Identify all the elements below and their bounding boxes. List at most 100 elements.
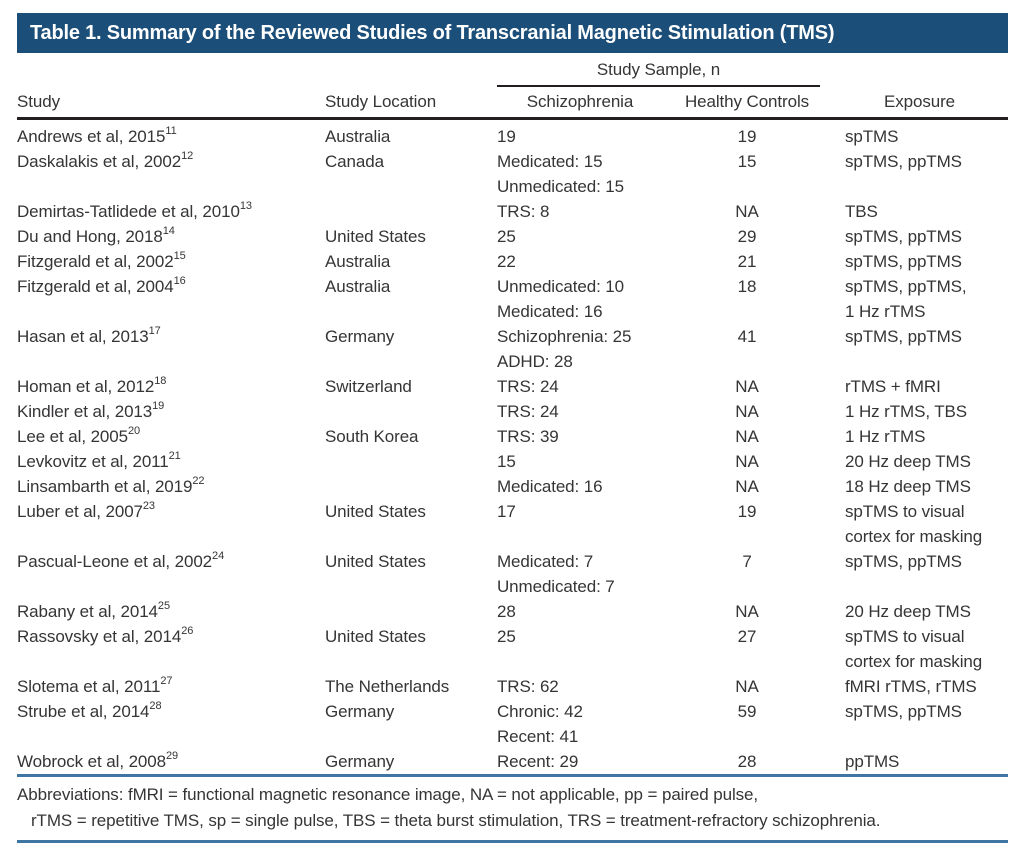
citation-superscript: 15 bbox=[173, 250, 186, 263]
exposure-cell: 1 Hz rTMS bbox=[831, 424, 1008, 449]
schizophrenia-cell: TRS: 24 bbox=[497, 374, 663, 399]
schizophrenia-line: Recent: 41 bbox=[497, 727, 579, 746]
schizophrenia-cell: TRS: 8 bbox=[497, 199, 663, 224]
study-name: Du and Hong, 2018 bbox=[17, 227, 163, 246]
study-cell: Hasan et al, 201317 bbox=[17, 324, 325, 374]
healthy-controls-cell: 18 bbox=[737, 277, 757, 296]
exposure-cell: spTMS to visual cortex for masking bbox=[831, 499, 1008, 549]
location-cell bbox=[325, 399, 497, 424]
schizophrenia-cell: 15 bbox=[497, 449, 663, 474]
schizophrenia-line: TRS: 24 bbox=[497, 402, 559, 421]
citation-superscript: 28 bbox=[149, 700, 162, 713]
healthy-controls-cell: 21 bbox=[737, 252, 757, 271]
table-row: Strube et al, 201428 Germany Chronic: 42 Re… bbox=[17, 699, 1008, 749]
study-cell: Slotema et al, 201127 bbox=[17, 674, 325, 699]
healthy-controls-cell: NA bbox=[735, 477, 759, 496]
schizophrenia-cell: Medicated: 16 bbox=[497, 474, 663, 499]
citation-superscript: 21 bbox=[168, 450, 181, 463]
column-header-row: Study Study Location Schizophrenia Healt… bbox=[17, 87, 1008, 120]
schizophrenia-line: 25 bbox=[497, 227, 516, 246]
citation-superscript: 29 bbox=[165, 750, 179, 763]
spanner-spacer bbox=[820, 58, 1008, 87]
study-cell: Daskalakis et al, 200212 bbox=[17, 149, 325, 199]
study-cell: Homan et al, 201218 bbox=[17, 374, 325, 399]
table-row: Demirtas-Tatlidede et al, 201013 TRS: 8 NA… bbox=[17, 199, 1008, 224]
location-cell bbox=[325, 599, 497, 624]
location-cell: Canada bbox=[325, 152, 384, 171]
schizophrenia-line: TRS: 39 bbox=[497, 427, 559, 446]
healthy-controls-cell: NA bbox=[735, 427, 759, 446]
study-name: Linsambarth et al, 2019 bbox=[17, 477, 193, 496]
column-header-exposure: Exposure bbox=[883, 92, 956, 111]
citation-superscript: 18 bbox=[154, 375, 167, 388]
exposure-line: spTMS, ppTMS bbox=[845, 152, 962, 171]
location-cell bbox=[325, 474, 497, 499]
exposure-line: cortex for masking bbox=[845, 652, 983, 671]
healthy-controls-cell: 59 bbox=[737, 702, 757, 721]
exposure-line: fMRI rTMS, rTMS bbox=[845, 677, 977, 696]
study-name: Andrews et al, 2015 bbox=[17, 127, 166, 146]
schizophrenia-cell: Medicated: 7 Unmedicated: 7 bbox=[497, 549, 663, 599]
location-cell: Australia bbox=[325, 127, 391, 146]
exposure-cell: fMRI rTMS, rTMS bbox=[831, 674, 1008, 699]
exposure-line: rTMS + fMRI bbox=[845, 377, 941, 396]
study-name: Rabany et al, 2014 bbox=[17, 602, 158, 621]
citation-superscript: 13 bbox=[239, 200, 252, 213]
study-cell: Andrews et al, 201511 bbox=[17, 124, 325, 149]
table-body: Andrews et al, 201511 Australia 19 19 spTMS D… bbox=[17, 120, 1008, 774]
location-cell bbox=[325, 449, 497, 474]
table-row: Rassovsky et al, 201426 United States 25 27… bbox=[17, 624, 1008, 674]
exposure-line: spTMS, ppTMS bbox=[845, 327, 962, 346]
schizophrenia-line: Medicated: 16 bbox=[497, 302, 603, 321]
schizophrenia-line: 28 bbox=[497, 602, 516, 621]
citation-superscript: 26 bbox=[181, 625, 194, 638]
table-row: Slotema et al, 201127 The Netherlands TRS:… bbox=[17, 674, 1008, 699]
schizophrenia-cell: TRS: 24 bbox=[497, 399, 663, 424]
abbreviations-line-1: Abbreviations: fMRI = functional magneti… bbox=[17, 785, 759, 804]
exposure-line: spTMS to visual bbox=[845, 627, 965, 646]
column-header-healthy-controls: Healthy Controls bbox=[684, 92, 810, 111]
exposure-line: spTMS, ppTMS bbox=[845, 552, 962, 571]
exposure-cell: spTMS, ppTMS, 1 Hz rTMS bbox=[831, 274, 1008, 324]
exposure-cell: 1 Hz rTMS, TBS bbox=[831, 399, 1008, 424]
schizophrenia-cell: 25 bbox=[497, 624, 663, 674]
healthy-controls-cell: NA bbox=[735, 402, 759, 421]
study-name: Wobrock et al, 2008 bbox=[17, 752, 166, 771]
study-cell: Du and Hong, 201814 bbox=[17, 224, 325, 249]
study-cell: Kindler et al, 201319 bbox=[17, 399, 325, 424]
schizophrenia-cell: Schizophrenia: 25 ADHD: 28 bbox=[497, 324, 663, 374]
table-row: Fitzgerald et al, 200215 Australia 22 21 spT… bbox=[17, 249, 1008, 274]
table-row: Linsambarth et al, 201922 Medicated: 16 NA… bbox=[17, 474, 1008, 499]
location-cell: United States bbox=[325, 627, 426, 646]
study-name: Lee et al, 2005 bbox=[17, 427, 128, 446]
table-row: Homan et al, 201218 Switzerland TRS: 24 NA r… bbox=[17, 374, 1008, 399]
schizophrenia-line: ADHD: 28 bbox=[497, 352, 573, 371]
citation-superscript: 12 bbox=[181, 150, 194, 163]
study-name: Rassovsky et al, 2014 bbox=[17, 627, 182, 646]
table-row: Hasan et al, 201317 Germany Schizophrenia:… bbox=[17, 324, 1008, 374]
study-cell: Levkovitz et al, 201121 bbox=[17, 449, 325, 474]
exposure-line: spTMS, ppTMS bbox=[845, 227, 962, 246]
location-cell: Germany bbox=[325, 327, 395, 346]
citation-superscript: 23 bbox=[142, 500, 155, 513]
exposure-cell: spTMS, ppTMS bbox=[831, 224, 1008, 249]
exposure-cell: TBS bbox=[831, 199, 1008, 224]
study-name: Kindler et al, 2013 bbox=[17, 402, 153, 421]
study-cell: Fitzgerald et al, 200215 bbox=[17, 249, 325, 274]
spanner-spacer bbox=[325, 58, 497, 87]
healthy-controls-cell: 28 bbox=[737, 752, 757, 771]
location-cell: Australia bbox=[325, 277, 391, 296]
table-row: Daskalakis et al, 200212 Canada Medicated:… bbox=[17, 149, 1008, 199]
table-row: Rabany et al, 201425 28 NA 20 Hz deep TMS bbox=[17, 599, 1008, 624]
study-name: Hasan et al, 2013 bbox=[17, 327, 149, 346]
exposure-line: 20 Hz deep TMS bbox=[845, 602, 971, 621]
exposure-cell: spTMS, ppTMS bbox=[831, 249, 1008, 274]
sample-spanner-label: Study Sample, n bbox=[497, 58, 820, 87]
exposure-cell: spTMS, ppTMS bbox=[831, 699, 1008, 749]
citation-superscript: 19 bbox=[152, 400, 165, 413]
location-cell: Germany bbox=[325, 752, 395, 771]
citation-superscript: 17 bbox=[148, 325, 161, 338]
citation-superscript: 16 bbox=[173, 275, 186, 288]
location-cell bbox=[325, 199, 497, 224]
exposure-line: spTMS to visual bbox=[845, 502, 965, 521]
